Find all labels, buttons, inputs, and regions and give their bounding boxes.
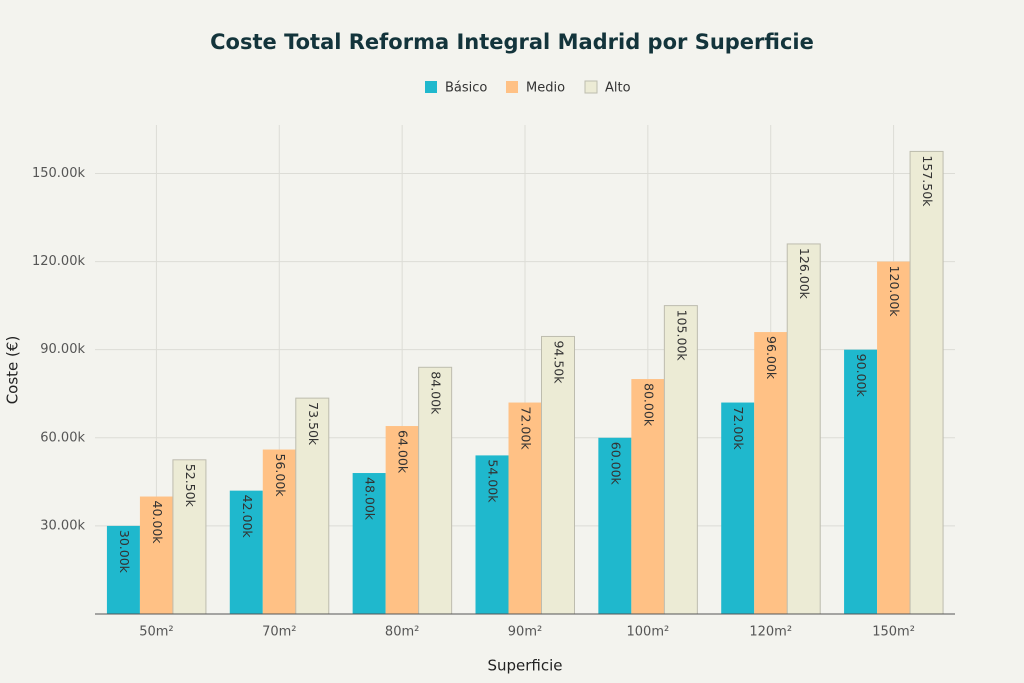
bar: [295, 397, 330, 615]
bar: [721, 402, 755, 614]
bar: [909, 150, 944, 615]
x-tick-label: 120m²: [749, 625, 792, 640]
bar: [754, 332, 788, 614]
x-tick-label: 90m²: [508, 625, 542, 640]
value-label: 80.00k: [641, 383, 656, 427]
x-tick-label: 80m²: [385, 625, 419, 640]
y-axis-title: Coste (€): [4, 336, 22, 405]
bar: [786, 243, 821, 615]
x-tick-label: 150m²: [872, 625, 915, 640]
x-axis-title: Superficie: [487, 657, 562, 675]
value-label: 48.00k: [363, 477, 378, 521]
bar: [262, 449, 296, 614]
y-tick-label: 90.00k: [40, 342, 85, 357]
bar: [508, 402, 542, 614]
value-label: 40.00k: [150, 501, 165, 545]
bar: [385, 426, 419, 614]
value-label: 72.00k: [731, 407, 746, 451]
y-tick-label: 120.00k: [32, 254, 85, 269]
x-tick-label: 70m²: [262, 625, 296, 640]
value-label: 84.00k: [429, 371, 444, 415]
value-label: 90.00k: [854, 354, 869, 398]
chart-title: Coste Total Reforma Integral Madrid por …: [210, 30, 814, 54]
value-label: 30.00k: [117, 530, 132, 574]
value-label: 42.00k: [240, 495, 255, 539]
bar: [631, 379, 665, 614]
value-label: 56.00k: [273, 454, 288, 498]
value-label: 64.00k: [396, 430, 411, 474]
legend-swatch: [584, 80, 598, 94]
value-label: 52.50k: [183, 464, 198, 508]
value-label: 157.50k: [920, 155, 935, 207]
value-label: 105.00k: [674, 310, 689, 362]
value-label: 60.00k: [608, 442, 623, 486]
value-label: 73.50k: [306, 402, 321, 446]
bar: [229, 490, 263, 614]
bar: [844, 349, 878, 614]
value-label: 120.00k: [887, 266, 902, 318]
y-tick-label: 30.00k: [40, 518, 85, 533]
bar: [663, 305, 698, 615]
value-label: 72.00k: [519, 407, 534, 451]
bar: [139, 496, 173, 614]
legend-label: Medio: [526, 81, 565, 96]
bar: [877, 261, 911, 614]
bar: [475, 455, 509, 614]
legend-label: Básico: [445, 81, 487, 96]
legend-label: Alto: [605, 81, 631, 96]
value-label: 94.50k: [552, 340, 567, 384]
bar: [172, 459, 207, 615]
bar: [352, 473, 386, 614]
legend-swatch: [506, 81, 518, 93]
bar: [598, 437, 632, 614]
x-tick-label: 50m²: [139, 625, 173, 640]
y-tick-label: 60.00k: [40, 430, 85, 445]
bar: [541, 335, 575, 615]
value-label: 54.00k: [486, 459, 501, 503]
y-tick-label: 150.00k: [32, 166, 85, 181]
value-label: 96.00k: [764, 336, 779, 380]
bar: [106, 525, 140, 614]
bar: [418, 366, 453, 615]
x-tick-label: 100m²: [627, 625, 670, 640]
value-label: 126.00k: [797, 248, 812, 300]
legend-swatch: [425, 81, 437, 93]
